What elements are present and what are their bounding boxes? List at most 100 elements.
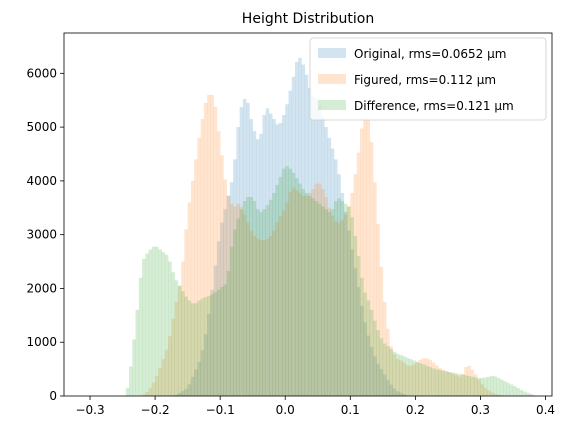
histogram-bar	[187, 202, 192, 396]
histogram-bar	[255, 209, 260, 396]
histogram-bar	[470, 376, 475, 396]
histogram-bar	[262, 240, 266, 396]
histogram-bar	[334, 159, 338, 396]
histogram-bar	[431, 368, 436, 396]
histogram-bar	[360, 128, 364, 396]
histogram-bar	[200, 119, 205, 396]
histogram-bar	[363, 117, 367, 396]
histogram-bar	[327, 207, 332, 396]
histogram-bar	[236, 127, 240, 397]
histogram-bar	[158, 367, 162, 396]
histogram-bar	[252, 131, 257, 396]
histogram-bar	[447, 372, 452, 396]
histogram-bar	[366, 335, 371, 396]
histogram-bar	[304, 74, 309, 397]
y-tick-label: 0	[49, 389, 57, 403]
y-tick-label: 3000	[26, 228, 57, 242]
histogram-bar	[223, 179, 227, 396]
histogram-bar	[203, 334, 208, 396]
histogram-bar	[454, 375, 458, 396]
histogram-bar	[308, 195, 312, 396]
histogram-bar	[285, 104, 289, 396]
histogram-bar	[431, 362, 436, 396]
histogram-bar	[177, 392, 182, 396]
histogram-bar	[324, 209, 328, 396]
histogram-bar	[337, 222, 341, 396]
histogram-bar	[301, 188, 306, 396]
histogram-bar	[177, 285, 182, 396]
histogram-bar	[184, 388, 188, 396]
histogram-bar	[294, 178, 299, 396]
histogram-bar	[363, 292, 367, 396]
histogram-bar	[291, 187, 296, 396]
histogram-bar	[438, 367, 442, 396]
histogram-bar	[438, 369, 442, 396]
histogram-bar	[373, 182, 377, 396]
histogram-bar	[376, 330, 380, 396]
histogram-bar	[496, 377, 501, 396]
histogram-bar	[350, 249, 354, 396]
histogram-bar	[190, 180, 195, 396]
histogram-bar	[369, 309, 374, 396]
histogram-bar	[330, 148, 335, 396]
histogram-bar	[399, 392, 403, 396]
histogram-bar	[275, 184, 280, 396]
histogram-bar	[161, 359, 166, 396]
histogram-bar	[402, 393, 406, 396]
histogram-bar	[304, 192, 309, 396]
histogram-bar	[425, 358, 429, 396]
histogram-bar	[278, 215, 283, 396]
histogram-bar	[386, 346, 390, 396]
histogram-bar	[207, 94, 211, 396]
histogram-bar	[360, 305, 364, 396]
histogram-bar	[174, 394, 179, 396]
histogram-bar	[334, 201, 338, 396]
y-tick-label: 1000	[26, 335, 57, 349]
histogram-bar	[347, 230, 351, 396]
histogram-bar	[265, 238, 270, 396]
histogram-bar	[392, 388, 397, 396]
histogram-bar	[291, 76, 296, 396]
histogram-bar	[288, 90, 293, 396]
histogram-bar	[242, 201, 247, 396]
histogram-bar	[288, 168, 293, 396]
histogram-bar	[268, 199, 273, 396]
histogram-bar	[441, 370, 445, 396]
histogram-bar	[285, 202, 289, 396]
histogram-bar	[246, 222, 250, 396]
histogram-bar	[405, 365, 410, 396]
histogram-bar	[366, 300, 371, 396]
x-tick-label: 0.1	[341, 403, 360, 417]
histogram-bar	[486, 376, 491, 396]
histogram-bar	[343, 203, 348, 396]
y-tick-label: 4000	[26, 174, 57, 188]
histogram-bar	[350, 217, 354, 396]
histogram-bar	[298, 183, 302, 396]
histogram-bar	[324, 127, 328, 397]
histogram-bar	[164, 254, 169, 396]
histogram-bar	[369, 141, 374, 396]
y-tick-label: 2000	[26, 281, 57, 295]
histogram-bar	[386, 328, 390, 396]
histogram-bar	[350, 192, 354, 396]
x-tick-label: −0.2	[141, 403, 170, 417]
histogram-bar	[490, 392, 494, 396]
histogram-bar	[164, 349, 169, 396]
histogram-bar	[382, 374, 387, 396]
histogram-bar	[330, 209, 335, 396]
histogram-bar	[418, 363, 423, 396]
histogram-bar	[190, 303, 195, 396]
histogram-bar	[512, 386, 517, 396]
histogram-bar	[171, 318, 175, 396]
histogram-bar	[353, 236, 358, 396]
legend-swatch	[318, 48, 346, 58]
histogram-bar	[220, 287, 224, 396]
histogram-bar	[246, 102, 250, 396]
histogram-bar	[161, 252, 166, 396]
plot-area	[125, 57, 537, 397]
legend: Original, rms=0.0652 μm Figured, rms=0.11…	[309, 37, 547, 121]
histogram-bar	[451, 372, 455, 396]
x-tick-label: −0.1	[206, 403, 235, 417]
histogram-bar	[425, 365, 429, 396]
